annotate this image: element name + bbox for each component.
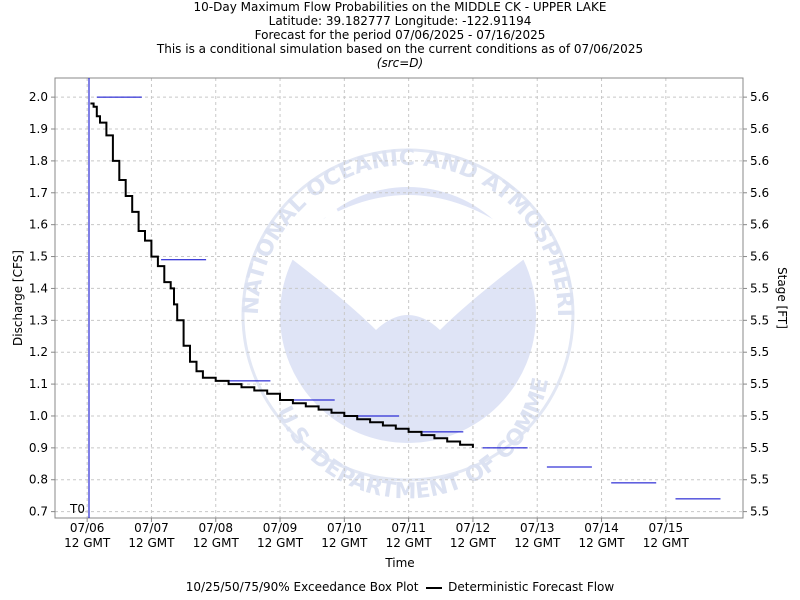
x-tick-date: 07/06 xyxy=(70,521,105,535)
y2-tick-label: 5.5 xyxy=(750,345,769,359)
x-tick-date: 07/08 xyxy=(198,521,233,535)
watermark-logo-text: NOAA xyxy=(321,198,475,254)
y-tick-label: 1.2 xyxy=(29,345,48,359)
forecast-flow-line xyxy=(90,102,474,448)
chart-legend: 10/25/50/75/90% Exceedance Box Plot Dete… xyxy=(0,580,800,594)
x-tick-time: 12 GMT xyxy=(64,536,111,550)
x-tick-date: 07/10 xyxy=(327,521,362,535)
y2-tick-label: 5.6 xyxy=(750,218,769,232)
y2-tick-label: 5.6 xyxy=(750,122,769,136)
x-tick-time: 12 GMT xyxy=(643,536,690,550)
x-axis-label: Time xyxy=(384,556,414,570)
y-axis-left: 0.7 0.8 0.9 1.0 1.1 1.2 1.3 1.4 1.5 1.6 1.7 1.8 1.9 2… xyxy=(29,90,55,519)
y-tick-label: 1.9 xyxy=(29,122,48,136)
y-tick-label: 0.7 xyxy=(29,505,48,519)
y-tick-label: 1.5 xyxy=(29,250,48,264)
x-tick-date: 07/15 xyxy=(649,521,684,535)
x-tick-time: 12 GMT xyxy=(193,536,240,550)
chart-header: 10-Day Maximum Flow Probabilities on the… xyxy=(0,0,800,70)
y2-tick-label: 5.6 xyxy=(750,186,769,200)
x-tick-time: 12 GMT xyxy=(514,536,561,550)
exceedance-box-plots xyxy=(96,96,721,500)
t0-marker: T0 xyxy=(69,78,90,518)
y2-tick-label: 5.6 xyxy=(750,90,769,104)
x-tick-date: 07/12 xyxy=(456,521,491,535)
legend-forecast-swatch xyxy=(426,586,443,589)
y2-tick-label: 5.5 xyxy=(750,281,769,295)
y-tick-label: 1.0 xyxy=(29,409,48,423)
y-axis-right: 5.5 5.5 5.5 5.5 5.5 5.5 5.5 5.5 5.6 5.6 5.6 5.6 5.6 5… xyxy=(743,90,769,519)
x-tick-time: 12 GMT xyxy=(128,536,175,550)
x-tick-time: 12 GMT xyxy=(321,536,368,550)
y-tick-label: 0.9 xyxy=(29,441,48,455)
t0-label: T0 xyxy=(69,502,85,516)
x-tick-date: 07/13 xyxy=(520,521,555,535)
x-tick-time: 12 GMT xyxy=(579,536,626,550)
y2-tick-label: 5.5 xyxy=(750,441,769,455)
chart-period: Forecast for the period 07/06/2025 - 07/… xyxy=(254,28,546,42)
x-tick-date: 07/07 xyxy=(134,521,169,535)
y2-tick-label: 5.5 xyxy=(750,473,769,487)
chart-condition-note: This is a conditional simulation based o… xyxy=(156,42,644,56)
y-tick-label: 2.0 xyxy=(29,90,48,104)
forecast-flow xyxy=(90,102,474,448)
y2-tick-label: 5.5 xyxy=(750,505,769,519)
noaa-watermark-logo: NOAA NATIONAL OCEANIC AND ATMOSPHERIC AD… xyxy=(0,0,577,504)
chart-location: Latitude: 39.182777 Longitude: -122.9119… xyxy=(268,14,532,28)
y2-tick-label: 5.6 xyxy=(750,250,769,264)
y-tick-label: 1.6 xyxy=(29,218,48,232)
y-tick-label: 1.8 xyxy=(29,154,48,168)
chart-source: (src=D) xyxy=(376,56,424,70)
legend-forecast-label: Deterministic Forecast Flow xyxy=(448,580,615,594)
legend-box-plot-label: 10/25/50/75/90% Exceedance Box Plot xyxy=(185,580,419,594)
x-tick-time: 12 GMT xyxy=(386,536,433,550)
y-axis-label: Discharge [CFS] xyxy=(11,250,25,346)
y-tick-label: 1.4 xyxy=(29,281,48,295)
x-tick-time: 12 GMT xyxy=(450,536,497,550)
y-tick-label: 1.3 xyxy=(29,313,48,327)
plot-frame xyxy=(54,77,744,519)
x-tick-date: 07/14 xyxy=(584,521,619,535)
x-tick-date: 07/11 xyxy=(391,521,426,535)
y2-tick-label: 5.5 xyxy=(750,313,769,327)
y2-tick-label: 5.5 xyxy=(750,377,769,391)
chart-title: 10-Day Maximum Flow Probabilities on the… xyxy=(193,0,607,14)
y-tick-label: 1.1 xyxy=(29,377,48,391)
y2-tick-label: 5.6 xyxy=(750,154,769,168)
y2-axis-label: Stage [FT] xyxy=(775,267,789,329)
y-tick-label: 0.8 xyxy=(29,473,48,487)
y2-tick-label: 5.5 xyxy=(750,409,769,423)
x-tick-time: 12 GMT xyxy=(257,536,304,550)
y-tick-label: 1.7 xyxy=(29,186,48,200)
x-tick-date: 07/09 xyxy=(263,521,298,535)
